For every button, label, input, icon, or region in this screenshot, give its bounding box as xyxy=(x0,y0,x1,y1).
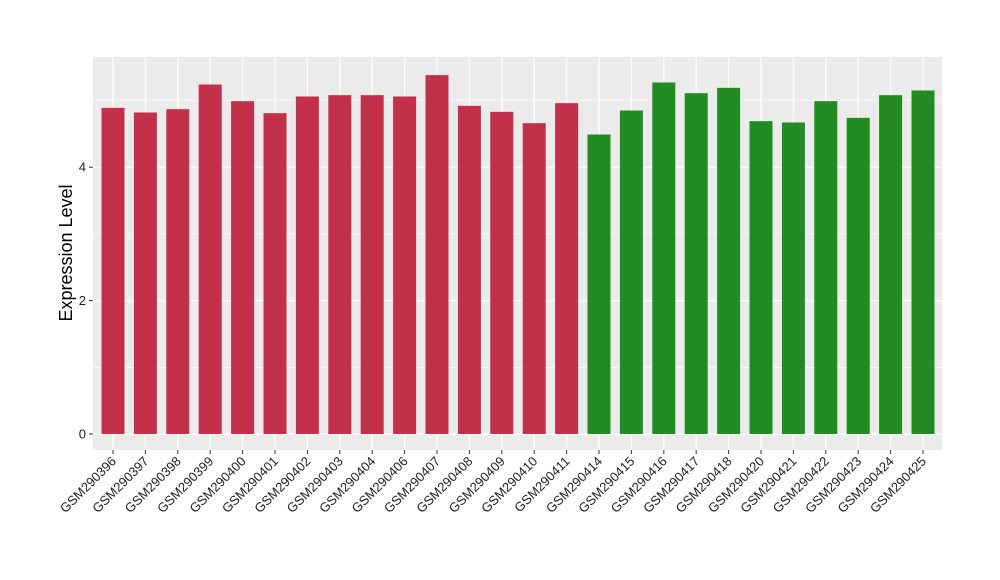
bar-GSM290399 xyxy=(198,84,222,434)
x-axis: GSM290396GSM290397GSM290398GSM290399GSM2… xyxy=(57,450,929,516)
bar-GSM290400 xyxy=(231,101,255,435)
bar-GSM290397 xyxy=(133,112,157,435)
bar-GSM290422 xyxy=(814,101,838,435)
bar-GSM290402 xyxy=(295,96,319,435)
bar-GSM290424 xyxy=(879,95,903,434)
bar-GSM290420 xyxy=(749,121,773,434)
y-axis-title: Expression Level xyxy=(56,184,76,321)
bar-GSM290421 xyxy=(781,122,805,435)
bar-GSM290403 xyxy=(328,95,352,434)
bar-GSM290401 xyxy=(263,113,287,434)
bar-GSM290409 xyxy=(490,111,514,435)
bar-GSM290396 xyxy=(101,107,125,434)
bar-GSM290423 xyxy=(846,117,870,434)
bar-GSM290417 xyxy=(684,93,708,435)
bar-GSM290418 xyxy=(717,87,741,435)
bar-GSM290414 xyxy=(587,134,611,434)
bar-GSM290411 xyxy=(555,103,579,434)
y-tick-label: 4 xyxy=(79,160,86,175)
bar-GSM290407 xyxy=(425,75,449,435)
y-tick-label: 0 xyxy=(79,427,86,442)
y-axis: 0 2 4 xyxy=(79,160,93,442)
bar-GSM290398 xyxy=(166,109,190,435)
bar-GSM290425 xyxy=(911,90,935,435)
bar-GSM290406 xyxy=(393,96,417,435)
bar-GSM290415 xyxy=(619,110,643,434)
y-tick-label: 2 xyxy=(79,293,86,308)
bar-GSM290416 xyxy=(652,82,676,434)
bar-GSM290404 xyxy=(360,95,384,434)
bars xyxy=(101,75,935,435)
bar-GSM290410 xyxy=(522,123,546,434)
bar-GSM290408 xyxy=(457,105,481,434)
